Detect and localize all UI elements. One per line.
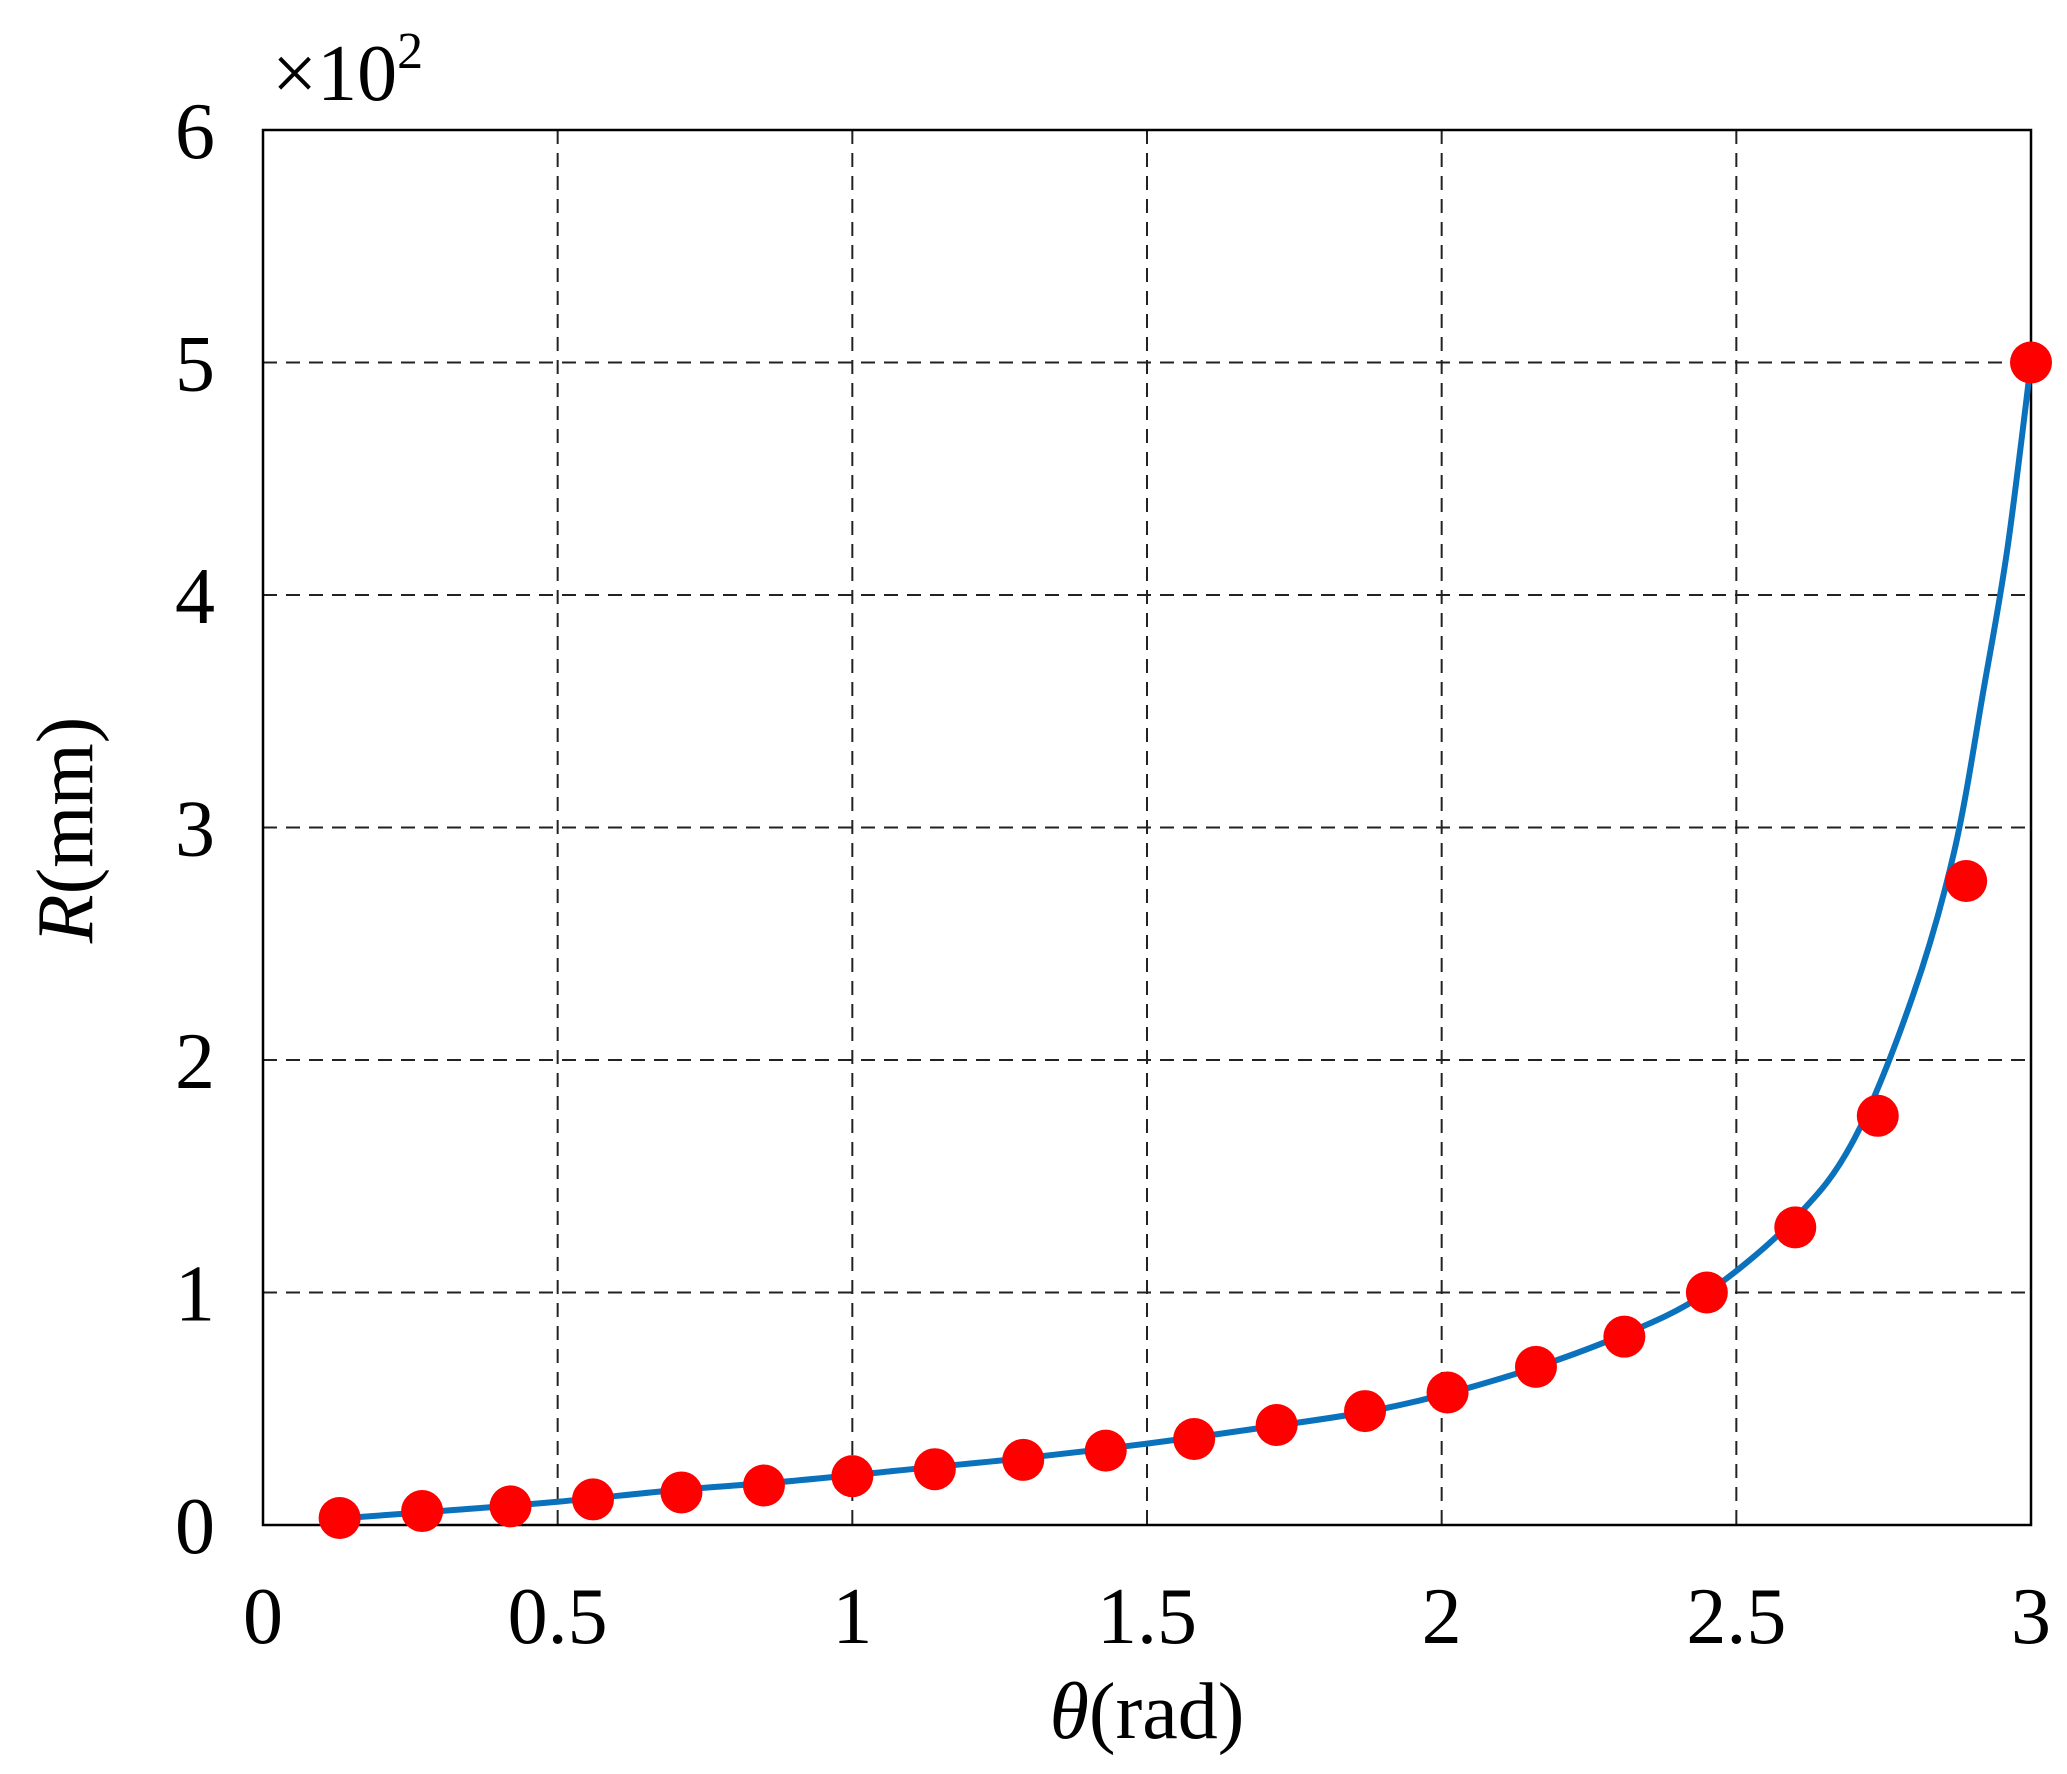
data-point bbox=[318, 1497, 361, 1540]
y-tick-label: 1 bbox=[175, 1251, 215, 1339]
data-point bbox=[1344, 1390, 1387, 1433]
x-tick-label: 0.5 bbox=[508, 1573, 608, 1661]
data-point bbox=[1945, 859, 1988, 902]
data-point bbox=[1002, 1438, 1045, 1481]
data-point bbox=[1685, 1271, 1728, 1314]
y-tick-label: 4 bbox=[175, 553, 215, 641]
data-point bbox=[401, 1490, 444, 1533]
y-axis-label: R(mm) bbox=[22, 717, 110, 945]
fit-curve bbox=[345, 362, 2034, 1522]
y-tick-label: 2 bbox=[175, 1018, 215, 1106]
data-points-layer bbox=[318, 341, 2052, 1540]
y-multiplier-base: ×10 bbox=[272, 30, 397, 118]
x-tick-label: 0 bbox=[243, 1573, 283, 1661]
data-point bbox=[831, 1455, 874, 1498]
data-point bbox=[572, 1478, 615, 1521]
data-point bbox=[1774, 1206, 1817, 1249]
data-point bbox=[1084, 1429, 1127, 1472]
grid-lines bbox=[263, 130, 2031, 1525]
data-point bbox=[1173, 1417, 1216, 1460]
y-multiplier: ×102 bbox=[272, 23, 423, 118]
data-point bbox=[489, 1485, 532, 1528]
x-axis-symbol: θ bbox=[1050, 1668, 1089, 1756]
x-tick-label: 2 bbox=[1422, 1573, 1462, 1661]
y-tick-label: 5 bbox=[175, 321, 215, 409]
y-tick-labels: 0 1 2 3 4 5 6 bbox=[175, 88, 215, 1571]
y-axis-symbol: R bbox=[22, 894, 110, 944]
data-point bbox=[1255, 1404, 1298, 1447]
y-multiplier-exponent: 2 bbox=[397, 23, 423, 80]
data-point bbox=[1856, 1094, 1899, 1137]
x-axis-label: θ(rad) bbox=[1050, 1668, 1245, 1756]
fit-curve-layer bbox=[345, 362, 2034, 1522]
x-tick-label: 1 bbox=[832, 1573, 872, 1661]
y-tick-label: 0 bbox=[175, 1483, 215, 1571]
data-point bbox=[913, 1448, 956, 1491]
x-axis-unit: (rad) bbox=[1089, 1668, 1244, 1756]
data-point bbox=[1603, 1315, 1646, 1358]
data-point bbox=[1426, 1371, 1469, 1414]
x-tick-label: 3 bbox=[2011, 1573, 2051, 1661]
y-axis-unit: (mm) bbox=[22, 717, 110, 895]
data-point bbox=[1514, 1345, 1557, 1388]
data-point bbox=[2010, 341, 2052, 384]
y-tick-label: 3 bbox=[175, 786, 215, 874]
data-point bbox=[742, 1464, 785, 1507]
x-tick-label: 2.5 bbox=[1686, 1573, 1786, 1661]
x-tick-labels: 0 0.5 1 1.5 2 2.5 3 bbox=[243, 1573, 2051, 1661]
y-tick-label: 6 bbox=[175, 88, 215, 176]
plot-frame bbox=[261, 128, 2033, 1527]
x-tick-label: 1.5 bbox=[1097, 1573, 1197, 1661]
data-point bbox=[660, 1471, 703, 1514]
